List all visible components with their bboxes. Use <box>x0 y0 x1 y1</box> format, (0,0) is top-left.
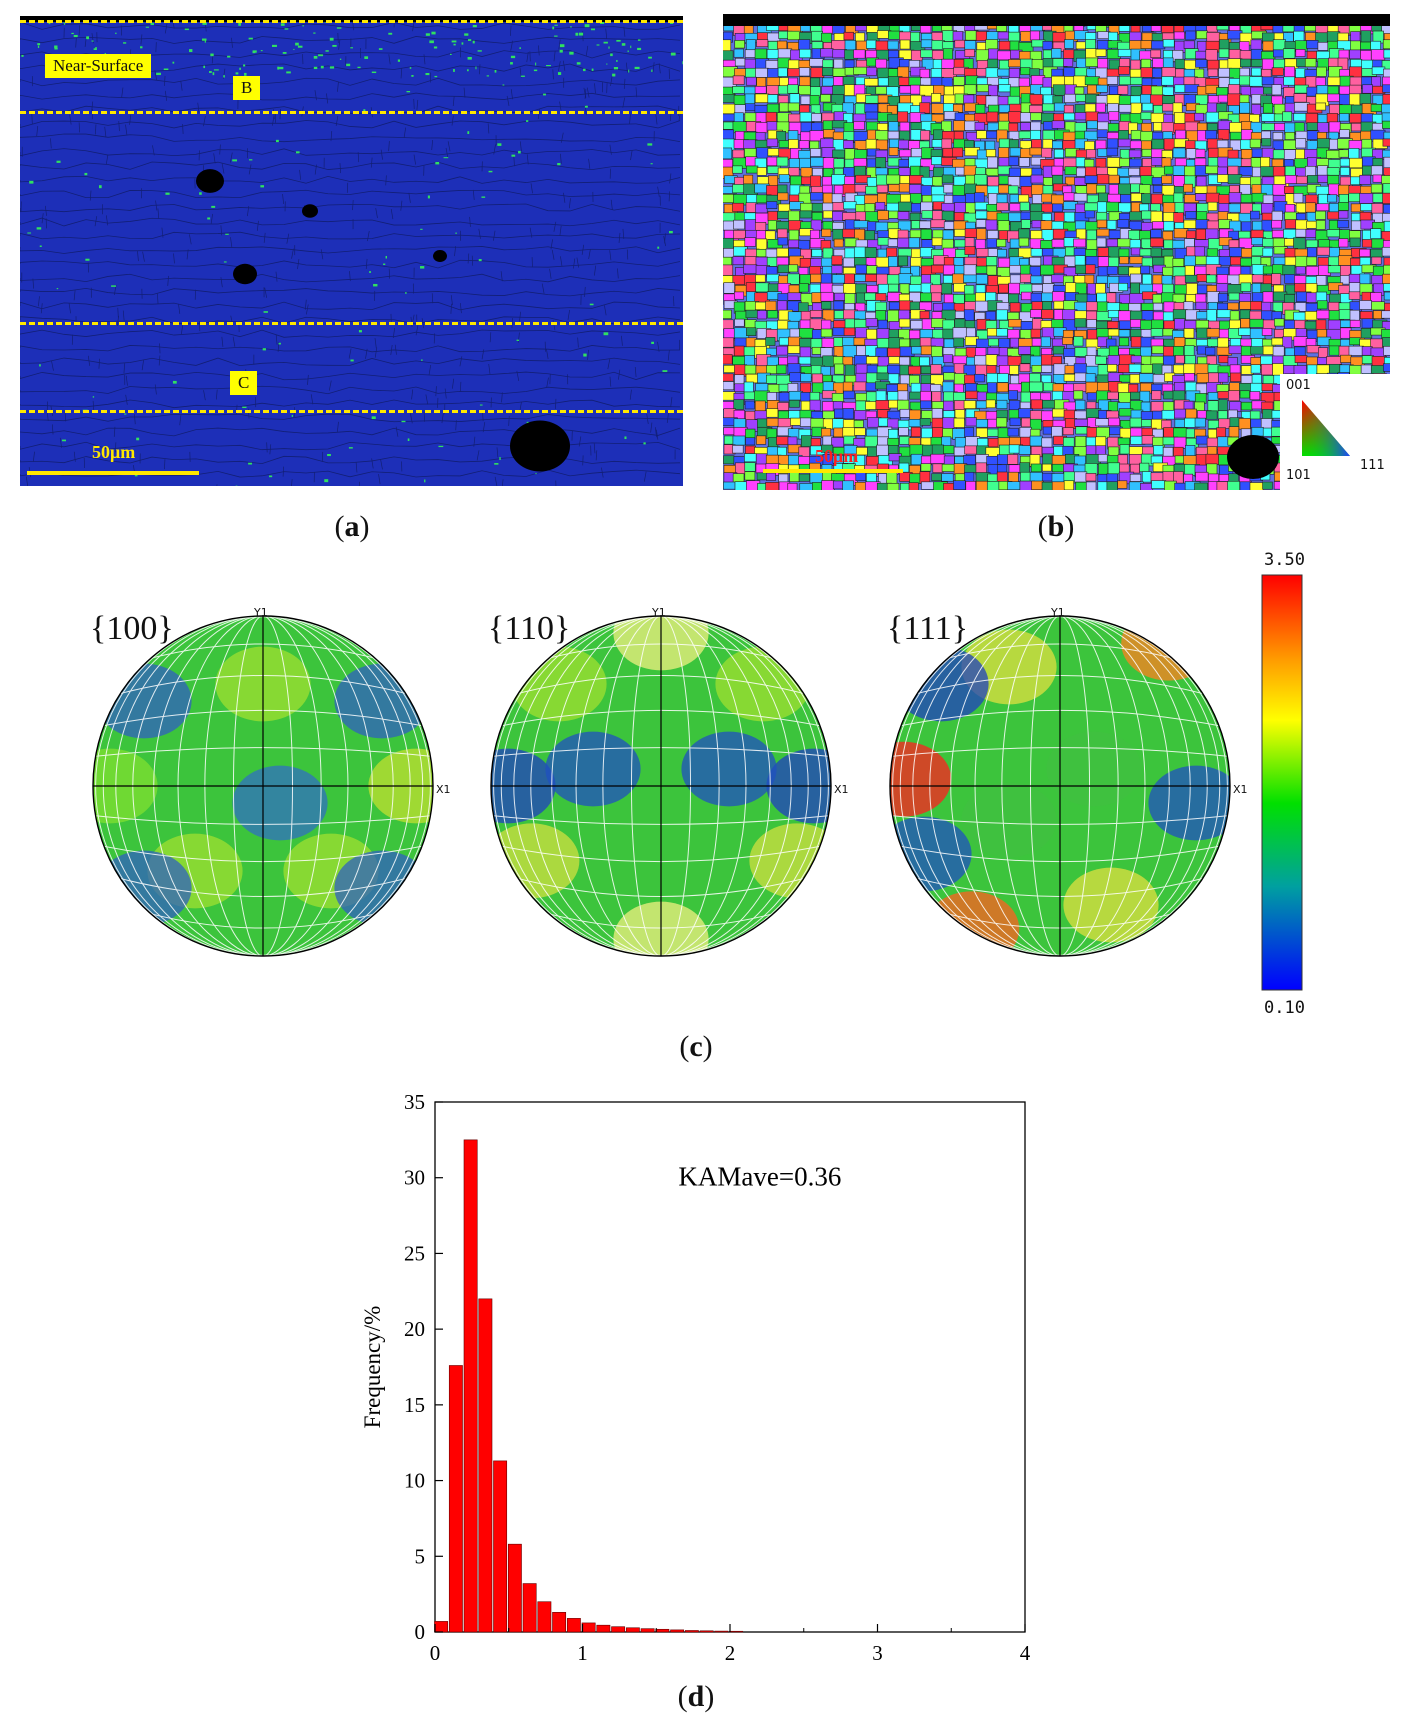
histogram-bar <box>537 1601 552 1633</box>
near-surface-label: Near-Surface <box>45 54 152 78</box>
histogram-bar <box>655 1628 670 1633</box>
ipf-triangle <box>1302 400 1350 456</box>
pf-title-111: {111} <box>887 610 969 647</box>
pf-y-axis-100: Y1 <box>254 606 268 619</box>
histogram-bar <box>507 1543 522 1633</box>
colorbar <box>1261 574 1303 991</box>
y-tick-label: 15 <box>404 1393 425 1417</box>
pf-x-axis-111: X1 <box>1233 783 1248 796</box>
y-tick-label: 35 <box>404 1090 425 1114</box>
pf-y-axis-111: Y1 <box>1051 606 1065 619</box>
pf-title-100: {100} <box>90 610 174 647</box>
caption-b: (b) <box>1037 510 1075 543</box>
kam-map-image <box>20 16 683 486</box>
pole-figures-panel-c: {100} {110} {111} Y1 Y1 Y1 X1 X1 X1 3.50… <box>0 550 1406 1030</box>
scale-bar <box>763 469 903 473</box>
histogram-bar <box>640 1628 655 1633</box>
pole-figure <box>889 615 1231 957</box>
pole-figures-image <box>92 574 1303 991</box>
y-tick-label: 10 <box>404 1469 425 1493</box>
y-tick-label: 25 <box>404 1241 425 1265</box>
caption-c: (c) <box>679 1030 713 1063</box>
histogram-bar <box>699 1630 714 1633</box>
ipf-legend: 001 101 111 <box>1280 374 1390 490</box>
x-tick-label: 2 <box>725 1641 736 1665</box>
kam-average-annotation: KAMave=0.36 <box>678 1161 841 1191</box>
caption-a: (a) <box>334 510 370 543</box>
legend-111: 111 <box>1360 458 1385 473</box>
histogram-bar <box>493 1460 508 1633</box>
histogram-bar <box>448 1365 463 1633</box>
ipf-map-image <box>723 14 1390 490</box>
region-b-label: B <box>233 76 261 100</box>
dashed-line-c-bottom <box>20 410 683 413</box>
scale-bar-text: 50μm <box>815 446 859 466</box>
histogram-bar <box>478 1298 493 1633</box>
pf-x-axis-110: X1 <box>834 783 849 796</box>
caption-d: (d) <box>677 1680 715 1713</box>
legend-101: 101 <box>1286 468 1311 483</box>
y-tick-label: 30 <box>404 1166 425 1190</box>
y-axis-label: Frequency/% <box>360 1306 385 1429</box>
histogram-bar <box>581 1622 596 1633</box>
y-tick-label: 5 <box>415 1544 426 1568</box>
ipf-map-panel-b: 50μm 001 101 111 <box>723 14 1390 490</box>
histogram-bar <box>596 1624 611 1633</box>
y-tick-label: 0 <box>415 1620 426 1644</box>
colorbar-max-label: 3.50 <box>1264 550 1305 570</box>
kam-map-panel-a: Near-Surface B C 50μm <box>20 16 683 486</box>
histogram-bar <box>522 1583 537 1633</box>
x-tick-label: 3 <box>872 1641 883 1665</box>
histogram-bar <box>552 1612 567 1633</box>
pf-title-110: {110} <box>488 610 571 647</box>
x-tick-label: 4 <box>1020 1641 1031 1665</box>
x-tick-label: 1 <box>577 1641 588 1665</box>
histogram-bar <box>611 1626 626 1633</box>
legend-001: 001 <box>1286 378 1311 393</box>
histogram-bar <box>566 1618 581 1633</box>
colorbar-min-label: 0.10 <box>1264 998 1305 1018</box>
histogram-bar <box>684 1630 699 1633</box>
pf-x-axis-100: X1 <box>436 783 451 796</box>
dashed-line-top <box>20 20 683 23</box>
scale-bar-text: 50μm <box>92 442 136 462</box>
histogram-bar <box>714 1630 729 1633</box>
histogram-bar <box>729 1630 744 1633</box>
histogram-bar <box>463 1139 478 1633</box>
pf-y-axis-110: Y1 <box>652 606 666 619</box>
histogram-bar <box>625 1627 640 1633</box>
histogram-bar <box>670 1629 685 1633</box>
dashed-line-b <box>20 111 683 114</box>
x-tick-label: 0 <box>430 1641 441 1665</box>
dashed-line-c-top <box>20 322 683 325</box>
histogram-bar <box>434 1621 449 1633</box>
y-tick-label: 20 <box>404 1317 425 1341</box>
region-c-label: C <box>230 371 258 395</box>
scale-bar <box>27 471 199 475</box>
kam-histogram: 0510152025303501234Misorientation /(°)Fr… <box>360 1090 1031 1665</box>
